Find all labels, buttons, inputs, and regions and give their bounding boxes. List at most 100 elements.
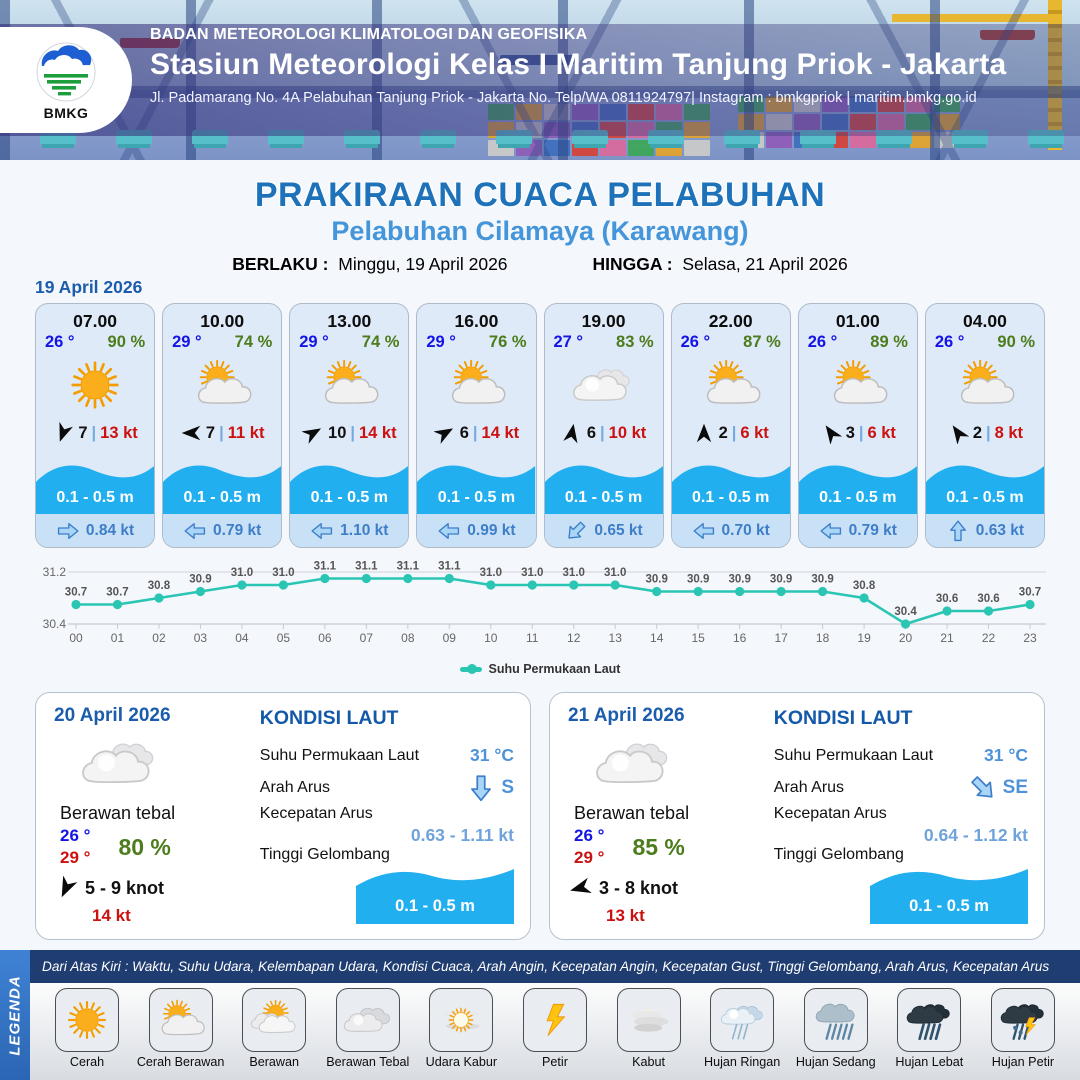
svg-text:18: 18 bbox=[816, 631, 830, 645]
current-direction-icon bbox=[970, 776, 993, 798]
separator: | bbox=[858, 423, 864, 442]
svg-text:30.6: 30.6 bbox=[936, 593, 958, 605]
current-speed: 0.79 kt bbox=[213, 521, 262, 539]
valid-from: BERLAKU : Minggu, 19 April 2026 bbox=[232, 254, 508, 274]
svg-text:30.9: 30.9 bbox=[189, 574, 211, 586]
svg-text:30.6: 30.6 bbox=[977, 593, 999, 605]
svg-text:30.7: 30.7 bbox=[65, 587, 87, 599]
current-direction-icon bbox=[311, 522, 333, 539]
header-overlay bbox=[0, 24, 1080, 136]
svg-text:30.7: 30.7 bbox=[1019, 587, 1041, 599]
sst-label: Suhu Permukaan Laut bbox=[259, 746, 420, 764]
daily-temp-min: 26 ° bbox=[60, 826, 91, 845]
svg-text:30.8: 30.8 bbox=[148, 580, 171, 592]
legend-item-label: Hujan Petir bbox=[991, 1055, 1055, 1069]
current-direction-icon bbox=[184, 522, 206, 539]
svg-text:09: 09 bbox=[443, 631, 457, 645]
current-direction-value: SE bbox=[968, 773, 1028, 803]
wind-speed: 2 bbox=[972, 423, 982, 442]
svg-text:17: 17 bbox=[774, 631, 788, 645]
hourly-forecast-card: 19.00 27 ° 83 % 6 | 10 kt 0.1 - 0.5 m 0.… bbox=[543, 303, 664, 548]
forecast-time: 01.00 bbox=[835, 311, 880, 331]
cloud-icon bbox=[572, 369, 630, 401]
svg-text:15: 15 bbox=[691, 631, 705, 645]
wave-shape bbox=[544, 465, 663, 514]
legend-tab: LEGENDA bbox=[0, 950, 30, 1080]
legend-item: Berawan bbox=[229, 988, 319, 1078]
hourly-forecast-card: 13.00 29 ° 74 % 10 | 14 kt 0.1 - 0.5 m 1… bbox=[289, 303, 410, 548]
daily-humidity: 85 % bbox=[632, 833, 685, 860]
svg-text:30.7: 30.7 bbox=[106, 587, 128, 599]
wind-direction-icon bbox=[302, 428, 322, 444]
svg-text:12: 12 bbox=[567, 631, 581, 645]
legend-item: Cerah bbox=[42, 988, 132, 1078]
lightning-icon bbox=[546, 1003, 566, 1036]
wave-shape bbox=[417, 465, 536, 514]
daily-wave-height-box: 0.1 - 0.5 m bbox=[356, 866, 514, 924]
air-temperature: 27 ° bbox=[553, 333, 584, 351]
daily-temp-max: 29 ° bbox=[574, 848, 605, 867]
svg-text:31.1: 31.1 bbox=[314, 561, 337, 573]
current-speed-value: 0.64 - 1.12 kt bbox=[923, 825, 1028, 845]
legend-item: Hujan Lebat bbox=[884, 988, 974, 1078]
valid-until: HINGGA : Selasa, 21 April 2026 bbox=[592, 254, 848, 274]
forecast-date-label: 19 April 2026 bbox=[35, 277, 143, 297]
cloud-sun-icon bbox=[251, 999, 296, 1033]
wave-height: 0.1 - 0.5 m bbox=[183, 489, 261, 506]
current-row: 0.79 kt bbox=[798, 514, 917, 547]
separator: | bbox=[219, 423, 224, 442]
wave-shape bbox=[870, 869, 1028, 924]
svg-text:30.9: 30.9 bbox=[770, 574, 792, 586]
svg-text:31.0: 31.0 bbox=[272, 567, 294, 579]
svg-text:31.1: 31.1 bbox=[397, 561, 420, 573]
legend-tile bbox=[803, 988, 868, 1052]
current-row: 1.10 kt bbox=[290, 514, 409, 547]
bmkg-logo-icon bbox=[36, 42, 96, 101]
wave-shape bbox=[290, 465, 409, 514]
wind-row: 6 | 10 kt bbox=[545, 418, 663, 448]
wind-speed: 10 bbox=[328, 423, 347, 442]
forecast-time: 10.00 bbox=[200, 311, 245, 331]
wave-shape bbox=[798, 465, 917, 514]
svg-text:31.1: 31.1 bbox=[438, 561, 461, 573]
legend-tile bbox=[55, 988, 119, 1052]
wind-direction-icon bbox=[563, 423, 578, 444]
daily-gust: 14 kt bbox=[92, 906, 131, 925]
humidity-value: 90 % bbox=[107, 333, 146, 351]
svg-text:30.9: 30.9 bbox=[811, 574, 833, 586]
validity-row: BERLAKU : Minggu, 19 April 2026 HINGGA :… bbox=[0, 254, 1080, 275]
wind-row: 6 | 14 kt bbox=[417, 418, 535, 448]
current-row: 0.84 kt bbox=[36, 514, 155, 547]
current-speed-label: Kecepatan Arus bbox=[773, 805, 887, 822]
wind-direction-icon bbox=[952, 425, 969, 444]
svg-text:07: 07 bbox=[360, 631, 374, 645]
wave-height: 0.1 - 0.5 m bbox=[56, 489, 134, 506]
wave-height: 0.1 - 0.5 m bbox=[310, 489, 388, 506]
svg-text:22: 22 bbox=[982, 631, 996, 645]
legend-item-label: Hujan Sedang bbox=[795, 1055, 876, 1069]
wind-speed: 7 bbox=[205, 423, 216, 442]
humidity-value: 76 % bbox=[488, 333, 527, 351]
forecast-time: 13.00 bbox=[327, 311, 372, 331]
sea-conditions-heading: KONDISI LAUT bbox=[259, 707, 399, 729]
legend-tile bbox=[616, 988, 681, 1052]
wind-gust: 14 kt bbox=[481, 423, 520, 442]
sun-cloud-icon bbox=[960, 359, 1015, 404]
hourly-forecast-card: 04.00 26 ° 90 % 2 | 8 kt 0.1 - 0.5 m 0.6… bbox=[924, 303, 1045, 548]
svg-text:11: 11 bbox=[526, 631, 539, 645]
wind-direction-icon bbox=[61, 876, 78, 898]
air-temperature: 26 ° bbox=[807, 333, 838, 351]
current-speed: 0.70 kt bbox=[721, 521, 770, 539]
svg-text:31.0: 31.0 bbox=[231, 567, 253, 579]
wind-speed: 6 bbox=[459, 423, 469, 442]
wave-height-band: 0.1 - 0.5 m bbox=[798, 458, 917, 514]
legend-item: Hujan Sedang bbox=[791, 988, 881, 1078]
current-row: 0.65 kt bbox=[544, 514, 663, 547]
daily-humidity: 80 % bbox=[118, 833, 171, 860]
wave-height: 0.1 - 0.5 m bbox=[564, 489, 643, 506]
daily-temp-max: 29 ° bbox=[60, 848, 91, 867]
daily-date: 20 April 2026 bbox=[54, 705, 171, 726]
rain-heavy-icon bbox=[907, 1004, 951, 1041]
air-temperature: 26 ° bbox=[934, 333, 965, 351]
legend-item-label: Berawan bbox=[249, 1055, 300, 1069]
